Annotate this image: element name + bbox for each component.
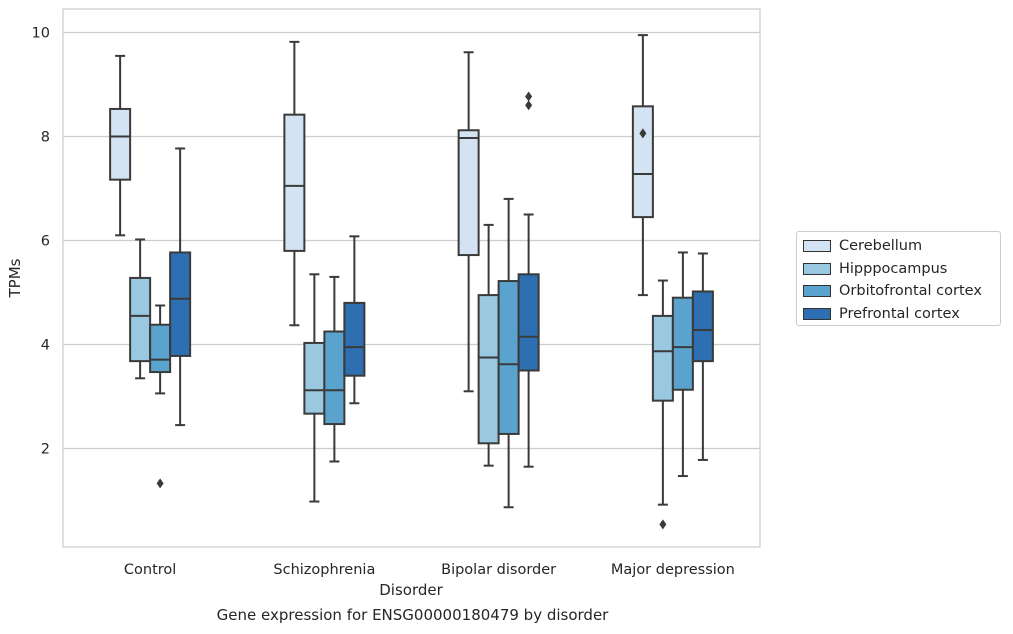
box xyxy=(283,113,306,252)
box xyxy=(631,105,654,219)
outlier-point xyxy=(659,519,667,530)
plot-frame xyxy=(62,8,761,548)
x-tick-label: Bipolar disorder xyxy=(441,562,556,578)
y-tick-label: 10 xyxy=(32,26,50,42)
legend-item: Cerebellum xyxy=(803,235,1000,258)
legend-label: Orbitofrontal cortex xyxy=(839,283,982,300)
box xyxy=(651,314,674,402)
box xyxy=(457,129,480,257)
outlier-point xyxy=(525,91,533,102)
box xyxy=(169,251,192,357)
legend-item: Prefrontal cortex xyxy=(803,303,1000,326)
y-tick-labels: 2 4 6 8 10 xyxy=(32,26,50,458)
chart-caption: Gene expression for ENSG00000180479 by d… xyxy=(216,606,609,624)
x-tick-label: Major depression xyxy=(611,562,735,578)
outlier-point xyxy=(525,100,533,111)
y-axis-label: TPMs xyxy=(6,258,24,298)
legend-item: Hipppocampus xyxy=(803,258,1000,281)
box xyxy=(343,301,366,377)
outlier-point xyxy=(639,128,647,139)
box xyxy=(477,294,500,445)
legend-label: Hipppocampus xyxy=(839,260,948,277)
y-tick-label: 6 xyxy=(41,234,50,250)
x-tick-labels: Control Schizophrenia Bipolar disorder Majo… xyxy=(124,562,735,578)
box xyxy=(497,280,520,435)
box xyxy=(671,296,694,391)
x-tick-label: Control xyxy=(124,562,176,578)
legend-swatch xyxy=(803,262,831,275)
x-axis-label: Disorder xyxy=(379,581,443,599)
y-tick-label: 8 xyxy=(41,130,50,146)
box xyxy=(303,341,326,415)
outlier-point xyxy=(156,478,164,489)
box xyxy=(109,107,132,181)
legend: Cerebellum Hipppocampus Orbitofrontal cort… xyxy=(796,231,1001,326)
y-tick-label: 2 xyxy=(41,442,50,458)
legend-label: Prefrontal cortex xyxy=(839,305,960,322)
legend-swatch xyxy=(803,240,831,253)
legend-label: Cerebellum xyxy=(839,238,923,255)
box xyxy=(691,290,714,363)
box xyxy=(149,323,172,374)
boxes-layer xyxy=(109,34,714,530)
box xyxy=(129,276,152,363)
legend-item: Orbitofrontal cortex xyxy=(803,280,1000,303)
legend-swatch xyxy=(803,285,831,298)
box xyxy=(323,330,346,426)
x-tick-label: Schizophrenia xyxy=(273,562,375,578)
box xyxy=(517,273,540,372)
legend-swatch xyxy=(803,307,831,320)
y-tick-label: 4 xyxy=(41,338,50,354)
